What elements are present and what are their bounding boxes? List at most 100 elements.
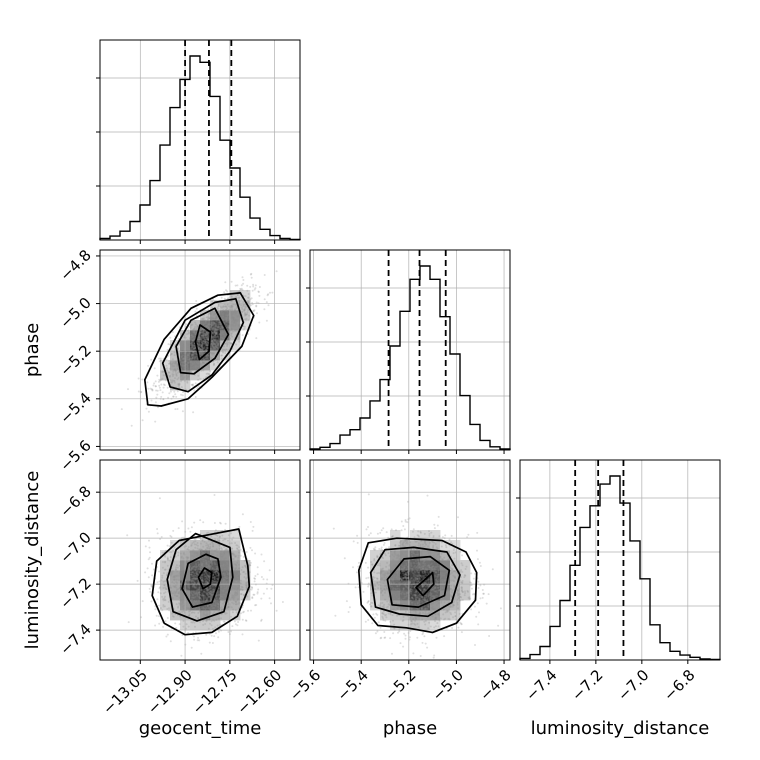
scatter-point — [409, 585, 412, 587]
scatter-point — [429, 563, 432, 566]
scatter-point — [216, 599, 219, 602]
scatter-point — [419, 574, 422, 577]
scatter-point — [423, 620, 426, 623]
scatter-point — [202, 620, 204, 622]
scatter-point — [171, 592, 174, 595]
scatter-point — [196, 387, 199, 390]
scatter-point — [232, 325, 235, 328]
scatter-point — [208, 565, 210, 568]
scatter-point — [176, 365, 179, 367]
scatter-point — [234, 603, 237, 606]
scatter-point — [181, 593, 183, 596]
scatter-point — [158, 384, 161, 387]
scatter-point — [177, 384, 180, 387]
scatter-point — [199, 330, 202, 333]
scatter-point — [401, 570, 404, 573]
scatter-point — [168, 607, 170, 610]
density-cell — [410, 600, 421, 611]
scatter-point — [438, 614, 441, 617]
scatter-point — [202, 340, 205, 343]
scatter-point — [205, 330, 208, 333]
scatter-point — [258, 321, 261, 324]
scatter-point — [420, 569, 423, 571]
scatter-point — [199, 568, 202, 571]
scatter-point — [173, 380, 176, 383]
scatter-point — [222, 351, 225, 354]
scatter-point — [397, 561, 400, 564]
scatter-point — [461, 582, 464, 585]
scatter-point — [238, 572, 241, 575]
scatter-point — [211, 339, 213, 342]
scatter-point — [365, 528, 368, 531]
scatter-point — [428, 550, 431, 553]
scatter-point — [434, 616, 437, 619]
scatter-point — [222, 312, 225, 315]
scatter-point — [232, 310, 235, 313]
scatter-point — [205, 614, 208, 617]
scatter-point — [424, 623, 427, 626]
scatter-point — [209, 566, 212, 569]
scatter-point — [177, 376, 180, 379]
scatter-point — [248, 314, 251, 317]
scatter-point — [213, 336, 216, 339]
scatter-point — [223, 569, 226, 572]
density-cell — [410, 580, 421, 591]
scatter-point — [431, 540, 434, 543]
scatter-point — [231, 596, 234, 599]
density-cell — [400, 540, 411, 551]
scatter-point — [192, 571, 195, 574]
scatter-point — [181, 377, 184, 380]
scatter-point — [249, 521, 252, 523]
scatter-point — [230, 343, 233, 345]
scatter-point — [185, 589, 188, 592]
scatter-point — [189, 594, 192, 597]
scatter-point — [187, 368, 189, 371]
scatter-point — [171, 363, 174, 365]
scatter-point — [217, 305, 220, 308]
scatter-point — [171, 375, 174, 378]
scatter-point — [413, 549, 415, 552]
scatter-point — [166, 608, 169, 610]
scatter-point — [423, 570, 426, 573]
density-cell — [230, 320, 241, 331]
scatter-point — [186, 329, 189, 332]
scatter-point — [405, 579, 408, 581]
scatter-point — [412, 552, 415, 555]
scatter-point — [176, 570, 179, 573]
scatter-point — [443, 561, 445, 564]
scatter-point — [201, 339, 204, 342]
scatter-point — [450, 588, 453, 591]
scatter-point — [201, 342, 204, 345]
density-cell — [430, 610, 441, 621]
scatter-point — [392, 597, 395, 600]
scatter-point — [221, 331, 224, 334]
scatter-point — [195, 361, 198, 364]
scatter-point — [193, 347, 196, 350]
scatter-point — [213, 562, 216, 565]
scatter-point — [453, 575, 456, 578]
scatter-point — [200, 341, 203, 344]
scatter-point — [193, 551, 196, 554]
scatter-point — [223, 579, 226, 582]
scatter-point — [201, 353, 204, 356]
scatter-point — [386, 586, 389, 589]
scatter-point — [241, 310, 244, 313]
scatter-point — [439, 574, 442, 576]
scatter-point — [198, 343, 201, 346]
scatter-point — [168, 392, 171, 395]
scatter-point — [398, 577, 401, 580]
scatter-point — [180, 581, 183, 584]
scatter-point — [369, 603, 371, 606]
scatter-point — [423, 558, 426, 561]
scatter-point — [188, 357, 191, 360]
density-cell — [170, 360, 181, 371]
scatter-point — [419, 544, 422, 546]
scatter-point — [218, 552, 221, 555]
scatter-point — [223, 335, 226, 338]
scatter-point — [206, 318, 209, 321]
scatter-point — [232, 316, 235, 319]
scatter-point — [187, 375, 190, 378]
scatter-point — [173, 576, 176, 579]
scatter-point — [222, 620, 225, 623]
scatter-point — [190, 323, 193, 326]
